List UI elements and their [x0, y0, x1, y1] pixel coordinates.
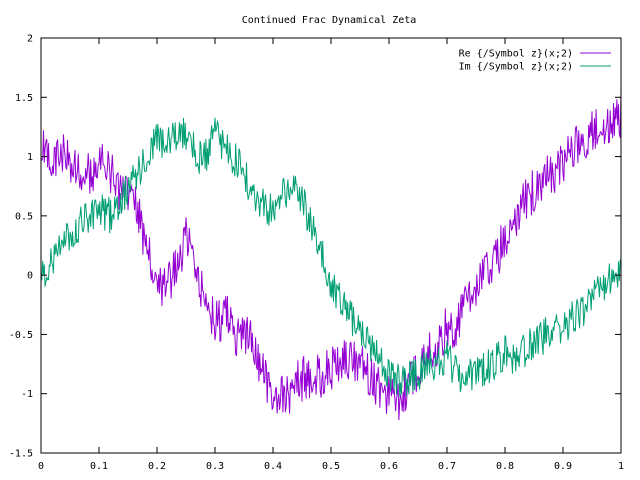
- x-tick-label: 0.8: [496, 461, 514, 472]
- x-tick-label: 1: [618, 461, 624, 472]
- plot-frame: [40, 37, 622, 454]
- x-tick-label: 0.2: [148, 461, 166, 472]
- legend-label: Im {/Symbol z}(x;2): [459, 62, 573, 73]
- x-tick-label: 0.5: [322, 461, 340, 472]
- y-tick-label: 1: [27, 152, 33, 163]
- y-tick-label: 1.5: [15, 93, 33, 104]
- series-line-im: [40, 117, 622, 397]
- y-tick-label: 0.5: [15, 211, 33, 222]
- y-axis: -1.5 -1 -0.5 0 0.5 1 1.5 2: [9, 34, 621, 460]
- x-tick-label: 0.1: [90, 461, 108, 472]
- legend: Re {/Symbol z}(x;2) Im {/Symbol z}(x;2): [459, 49, 611, 73]
- x-tick-label: 0.7: [438, 461, 456, 472]
- y-tick-label: -1.5: [9, 449, 33, 460]
- x-tick-label: 0.3: [206, 461, 224, 472]
- x-tick-label: 0.9: [554, 461, 572, 472]
- y-tick-label: 0: [27, 271, 33, 282]
- x-tick-label: 0.6: [380, 461, 398, 472]
- x-tick-label: 0.4: [264, 461, 282, 472]
- x-axis: 0 0.1 0.2 0.3 0.4 0.5 0.6 0.7 0.8 0.9 1: [38, 38, 624, 472]
- plot-area: [40, 92, 622, 421]
- x-tick-label: 0: [38, 461, 44, 472]
- chart-title: Continued Frac Dynamical Zeta: [242, 15, 417, 26]
- y-tick-label: 2: [27, 34, 33, 45]
- series-line-re: [40, 92, 622, 421]
- y-tick-label: -1: [21, 389, 33, 400]
- y-tick-label: -0.5: [9, 330, 33, 341]
- legend-label: Re {/Symbol z}(x;2): [459, 49, 573, 60]
